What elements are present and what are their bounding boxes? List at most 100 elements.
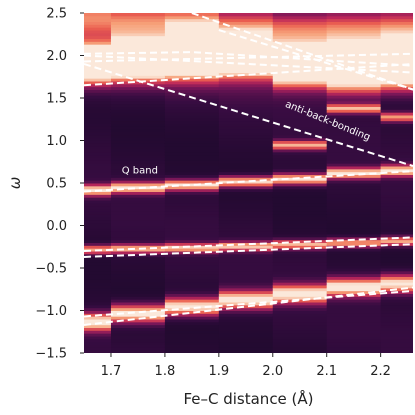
heatmap-cell (272, 225, 328, 229)
heatmap-cell (272, 21, 328, 25)
heatmap-cell (272, 112, 328, 116)
heatmap-cell (84, 174, 112, 178)
heatmap-cell (110, 287, 166, 292)
heatmap-cell (380, 330, 413, 334)
heatmap-cell (110, 307, 166, 311)
heatmap-cell (164, 316, 220, 320)
heatmap-cell (110, 231, 166, 235)
heatmap-cell (326, 333, 382, 337)
heatmap-cell (164, 66, 220, 71)
heatmap-cell (326, 160, 382, 164)
heatmap-cell (326, 109, 382, 113)
heatmap (84, 13, 413, 353)
heatmap-cell (272, 146, 328, 150)
heatmap-cell (380, 262, 413, 266)
heatmap-cell (84, 132, 112, 136)
heatmap-cell (84, 256, 112, 260)
heatmap-cell (164, 27, 220, 31)
heatmap-cell (110, 32, 166, 37)
x-tick-label: 1.7 (101, 364, 122, 379)
heatmap-cell (326, 83, 382, 88)
heatmap-cell (380, 13, 413, 17)
heatmap-cell (272, 197, 328, 201)
heatmap-cell (218, 103, 274, 107)
heatmap-cell (326, 151, 382, 156)
heatmap-cell (326, 55, 382, 59)
heatmap-cell (164, 69, 220, 73)
heatmap-cell (84, 92, 112, 96)
heatmap-cell (380, 103, 413, 107)
heatmap-cell (272, 296, 328, 300)
heatmap-cell (218, 205, 274, 209)
heatmap-cell (326, 103, 382, 107)
heatmap-cell (326, 214, 382, 218)
heatmap-cell (164, 15, 220, 20)
heatmap-cell (326, 225, 382, 229)
heatmap-cell (84, 15, 112, 20)
heatmap-cell (84, 338, 112, 343)
heatmap-cell (218, 327, 274, 331)
heatmap-cell (326, 112, 382, 116)
heatmap-cell (272, 239, 328, 243)
heatmap-cell (272, 273, 328, 277)
heatmap-cell (84, 112, 112, 116)
heatmap-cell (164, 103, 220, 107)
heatmap-cell (110, 149, 166, 153)
heatmap-cell (380, 126, 413, 130)
heatmap-cell (326, 205, 382, 209)
heatmap-cell (380, 253, 413, 258)
heatmap-cell (84, 219, 112, 224)
heatmap-cell (272, 18, 328, 22)
heatmap-cell (110, 95, 166, 99)
heatmap-cell (84, 273, 112, 277)
heatmap-cell (326, 137, 382, 141)
heatmap-cell (84, 211, 112, 215)
heatmap-cell (380, 256, 413, 260)
heatmap-cell (164, 285, 220, 289)
heatmap-cell (110, 55, 166, 59)
heatmap-cell (272, 149, 328, 153)
heatmap-cell (84, 242, 112, 246)
fit-line (84, 51, 413, 67)
heatmap-cell (110, 86, 166, 90)
heatmap-cell (272, 336, 328, 340)
heatmap-cell (110, 44, 166, 48)
heatmap-cell (110, 38, 166, 42)
heatmap-cell (380, 44, 413, 48)
heatmap-cell (164, 330, 220, 334)
heatmap-cell (218, 202, 274, 207)
heatmap-cell (218, 72, 274, 76)
heatmap-cell (272, 177, 328, 181)
heatmap-cell (164, 21, 220, 25)
heatmap-cell (164, 225, 220, 229)
heatmap-cell (110, 248, 166, 252)
heatmap-cell (326, 236, 382, 241)
heatmap-cell (164, 299, 220, 303)
heatmap-cell (218, 341, 274, 345)
heatmap-cell (84, 239, 112, 243)
heatmap-cell (326, 78, 382, 82)
heatmap-cell (272, 66, 328, 71)
heatmap-cell (164, 174, 220, 178)
heatmap-cell (380, 239, 413, 243)
heatmap-cell (326, 251, 382, 255)
heatmap-cell (272, 350, 328, 353)
heatmap-cell (272, 30, 328, 34)
heatmap-cell (326, 30, 382, 34)
heatmap-cell (84, 194, 112, 198)
heatmap-cell (218, 24, 274, 28)
heatmap-cell (218, 304, 274, 309)
heatmap-cell (84, 324, 112, 328)
heatmap-cell (164, 38, 220, 42)
heatmap-cell (110, 112, 166, 116)
heatmap-cell (380, 66, 413, 71)
heatmap-cell (218, 126, 274, 130)
heatmap-cell (164, 333, 220, 337)
heatmap-cell (110, 171, 166, 175)
heatmap-cell (218, 259, 274, 263)
heatmap-cell (218, 282, 274, 286)
heatmap-cell (326, 296, 382, 300)
heatmap-cell (380, 92, 413, 96)
heatmap-cell (84, 98, 112, 102)
heatmap-cell (110, 134, 166, 139)
